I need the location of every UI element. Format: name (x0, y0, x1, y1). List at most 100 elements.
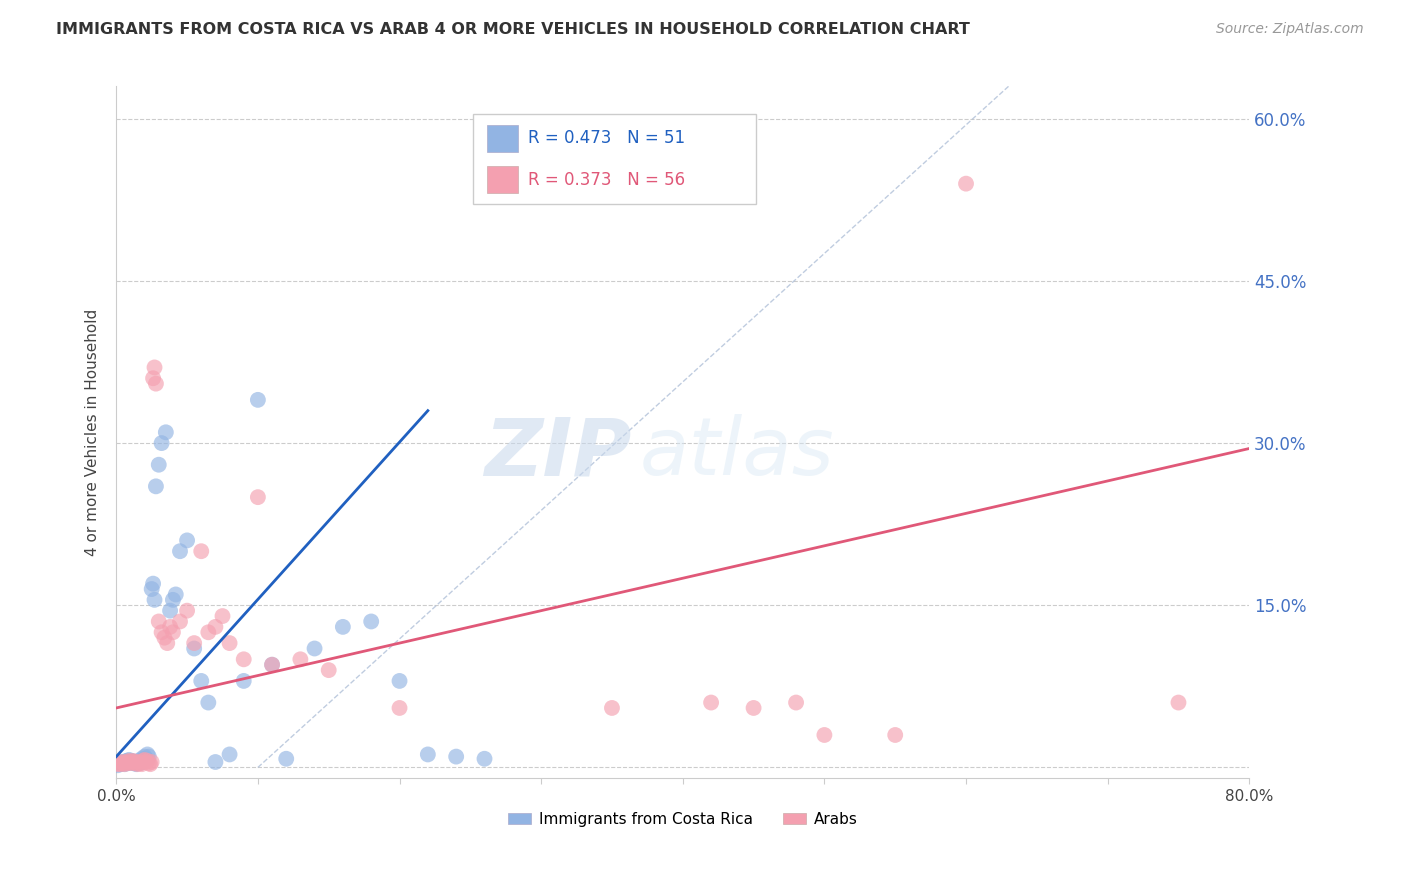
Point (129, 756, 152, 770)
Point (107, 757, 129, 772)
Point (204, 620, 226, 634)
Point (114, 757, 136, 772)
Point (884, 728, 907, 742)
Point (260, 657, 283, 672)
Point (332, 620, 354, 634)
Point (360, 615, 382, 629)
Point (260, 657, 283, 672)
Text: IMMIGRANTS FROM COSTA RICA VS ARAB 4 OR MORE VEHICLES IN HOUSEHOLD CORRELATION C: IMMIGRANTS FROM COSTA RICA VS ARAB 4 OR … (56, 22, 970, 37)
Point (197, 625, 219, 640)
Point (176, 533, 198, 548)
Point (132, 754, 155, 768)
Point (129, 756, 152, 770)
Point (204, 755, 226, 769)
Point (107, 758, 129, 772)
Point (134, 753, 156, 767)
Point (115, 754, 138, 768)
Point (121, 754, 143, 768)
Point (148, 615, 170, 629)
FancyBboxPatch shape (486, 166, 519, 194)
Point (120, 756, 142, 770)
Point (143, 592, 166, 607)
Point (232, 652, 254, 666)
Point (112, 756, 135, 770)
Point (150, 436, 173, 450)
Point (110, 757, 132, 772)
Point (388, 701, 411, 715)
Point (183, 636, 205, 650)
Point (145, 376, 167, 391)
Point (124, 755, 146, 769)
Point (162, 592, 184, 607)
Point (136, 754, 159, 768)
Point (128, 754, 150, 768)
Point (232, 673, 254, 688)
Point (108, 756, 131, 770)
Point (142, 371, 165, 385)
Point (190, 673, 212, 688)
Text: atlas: atlas (640, 414, 835, 492)
Point (276, 752, 298, 766)
Point (159, 604, 181, 618)
Point (145, 479, 167, 493)
Point (138, 749, 160, 764)
Point (290, 652, 312, 666)
Point (141, 755, 163, 769)
Point (112, 756, 135, 770)
Point (117, 755, 139, 769)
Point (128, 755, 150, 769)
Point (246, 392, 269, 407)
Point (304, 641, 326, 656)
Point (127, 757, 149, 772)
Point (131, 757, 153, 772)
Point (143, 360, 166, 375)
Point (218, 636, 240, 650)
Point (148, 458, 170, 472)
Point (135, 755, 157, 769)
Text: Source: ZipAtlas.com: Source: ZipAtlas.com (1216, 22, 1364, 37)
Legend: Immigrants from Costa Rica, Arabs: Immigrants from Costa Rica, Arabs (502, 805, 863, 833)
Point (218, 747, 240, 762)
FancyBboxPatch shape (474, 114, 756, 204)
Text: R = 0.473   N = 51: R = 0.473 N = 51 (527, 129, 685, 147)
Text: R = 0.373   N = 56: R = 0.373 N = 56 (527, 170, 685, 189)
Point (416, 747, 439, 762)
Point (162, 625, 184, 640)
Point (117, 756, 139, 770)
Point (153, 631, 176, 645)
Point (136, 747, 159, 762)
Point (124, 756, 146, 770)
Point (388, 673, 411, 688)
Point (134, 749, 156, 764)
Point (155, 425, 177, 440)
Point (156, 636, 179, 650)
Point (122, 754, 145, 768)
Point (125, 757, 148, 772)
Point (159, 620, 181, 634)
Point (132, 754, 155, 768)
Point (197, 696, 219, 710)
Point (121, 756, 143, 770)
Point (127, 755, 149, 769)
Y-axis label: 4 or more Vehicles in Household: 4 or more Vehicles in Household (86, 309, 100, 556)
Point (142, 576, 165, 591)
Point (190, 544, 212, 558)
Point (211, 609, 233, 624)
FancyBboxPatch shape (486, 125, 519, 152)
Point (125, 756, 148, 770)
Point (742, 701, 765, 715)
Point (700, 696, 723, 710)
Point (246, 490, 269, 504)
Point (122, 755, 145, 769)
Point (150, 625, 173, 640)
Point (169, 615, 191, 629)
Point (1167, 696, 1189, 710)
Point (114, 757, 136, 772)
Point (165, 587, 187, 601)
Point (318, 663, 340, 677)
Point (118, 753, 141, 767)
Point (115, 755, 138, 769)
Point (110, 757, 132, 772)
Point (955, 177, 977, 191)
Point (120, 755, 142, 769)
